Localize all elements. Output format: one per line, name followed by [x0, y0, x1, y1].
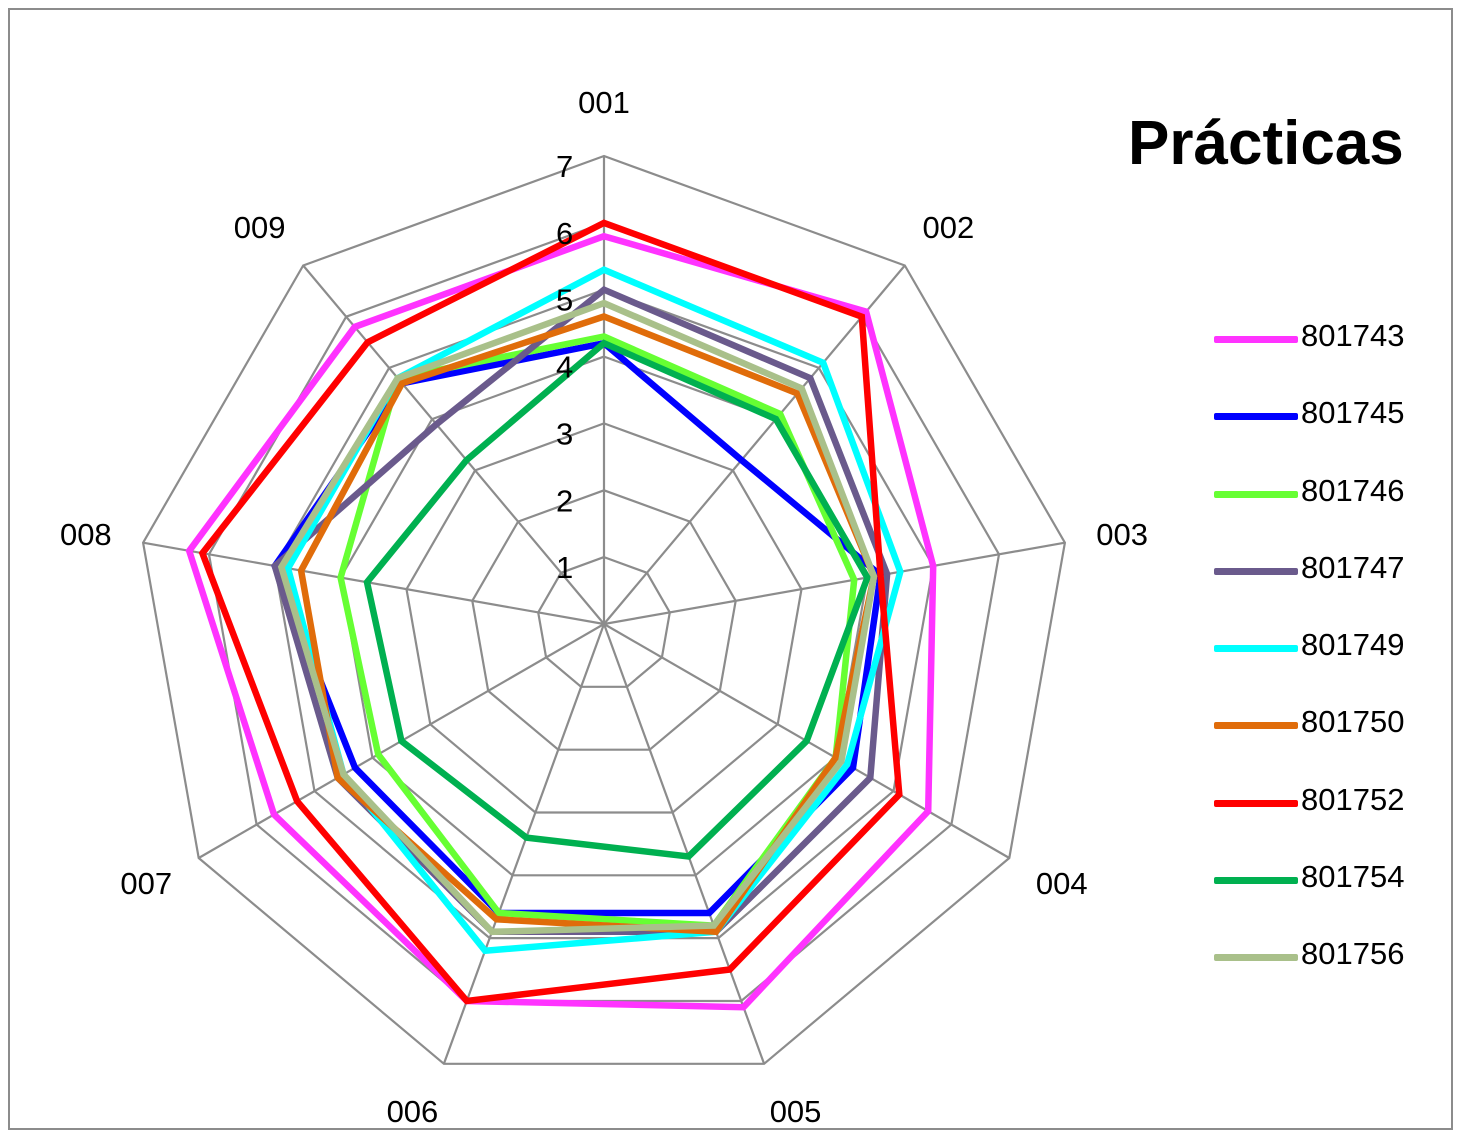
- legend-item-801743: 801743: [1208, 315, 1448, 392]
- category-label-009: 009: [234, 210, 286, 245]
- tick-label-4: 4: [556, 350, 573, 385]
- grid-ring-1: [537, 555, 671, 688]
- tick-label-7: 7: [556, 149, 573, 184]
- legend-label: 801749: [1301, 627, 1405, 663]
- grid-ring-3: [405, 422, 803, 814]
- category-label-006: 006: [387, 1094, 439, 1129]
- tick-label-6: 6: [556, 216, 573, 251]
- category-label-002: 002: [923, 210, 975, 245]
- legend-swatch: [1214, 722, 1298, 730]
- spoke-005: [602, 623, 766, 1065]
- legend-swatch: [1214, 567, 1298, 575]
- tick-label-5: 5: [556, 283, 573, 318]
- spoke-008: [142, 541, 605, 626]
- tick-label-1: 1: [556, 550, 573, 585]
- legend-label: 801750: [1301, 704, 1405, 740]
- category-label-008: 008: [60, 517, 112, 552]
- legend-swatch: [1214, 645, 1298, 653]
- legend-item-801752: 801752: [1208, 779, 1448, 856]
- spoke-006: [442, 623, 606, 1065]
- legend-item-801745: 801745: [1208, 392, 1448, 469]
- tick-label-3: 3: [556, 416, 573, 451]
- legend-swatch: [1214, 877, 1298, 885]
- legend-swatch: [1214, 799, 1298, 807]
- legend-swatch: [1214, 413, 1298, 421]
- legend-label: 801745: [1301, 395, 1405, 431]
- legend-label: 801756: [1301, 936, 1405, 972]
- legend: 801743 801745 801746 801747 801749 801750 8017…: [1208, 315, 1448, 1011]
- legend-swatch: [1214, 954, 1298, 962]
- legend-item-801746: 801746: [1208, 470, 1448, 547]
- legend-item-801756: 801756: [1208, 933, 1448, 1010]
- legend-label: 801746: [1301, 472, 1405, 508]
- legend-item-801754: 801754: [1208, 856, 1448, 933]
- category-label-001: 001: [578, 85, 630, 120]
- category-label-005: 005: [770, 1094, 822, 1129]
- grid-ring-7: [141, 154, 1067, 1065]
- series-801756: [277, 299, 878, 936]
- legend-swatch: [1214, 336, 1298, 343]
- legend-item-801749: 801749: [1208, 624, 1448, 701]
- spoke-003: [603, 541, 1066, 626]
- spoke-002: [603, 264, 906, 625]
- legend-swatch: [1214, 490, 1298, 498]
- legend-label: 801747: [1301, 549, 1405, 585]
- chart-title: Prácticas: [1128, 109, 1404, 178]
- legend-item-801750: 801750: [1208, 701, 1448, 778]
- series-801752: [198, 219, 903, 1005]
- category-label-007: 007: [120, 866, 172, 901]
- legend-item-801747: 801747: [1208, 547, 1448, 624]
- grid-ring-2: [471, 489, 737, 751]
- legend-label: 801752: [1301, 781, 1405, 817]
- chart-frame: [8, 8, 1453, 1130]
- category-label-003: 003: [1096, 517, 1148, 552]
- category-label-004: 004: [1036, 866, 1088, 901]
- radar-series: [185, 219, 937, 1011]
- legend-label: 801754: [1301, 859, 1405, 895]
- legend-label: 801743: [1301, 318, 1405, 353]
- series-801754: [363, 339, 871, 860]
- series-801743: [185, 232, 937, 1011]
- tick-label-2: 2: [556, 483, 573, 518]
